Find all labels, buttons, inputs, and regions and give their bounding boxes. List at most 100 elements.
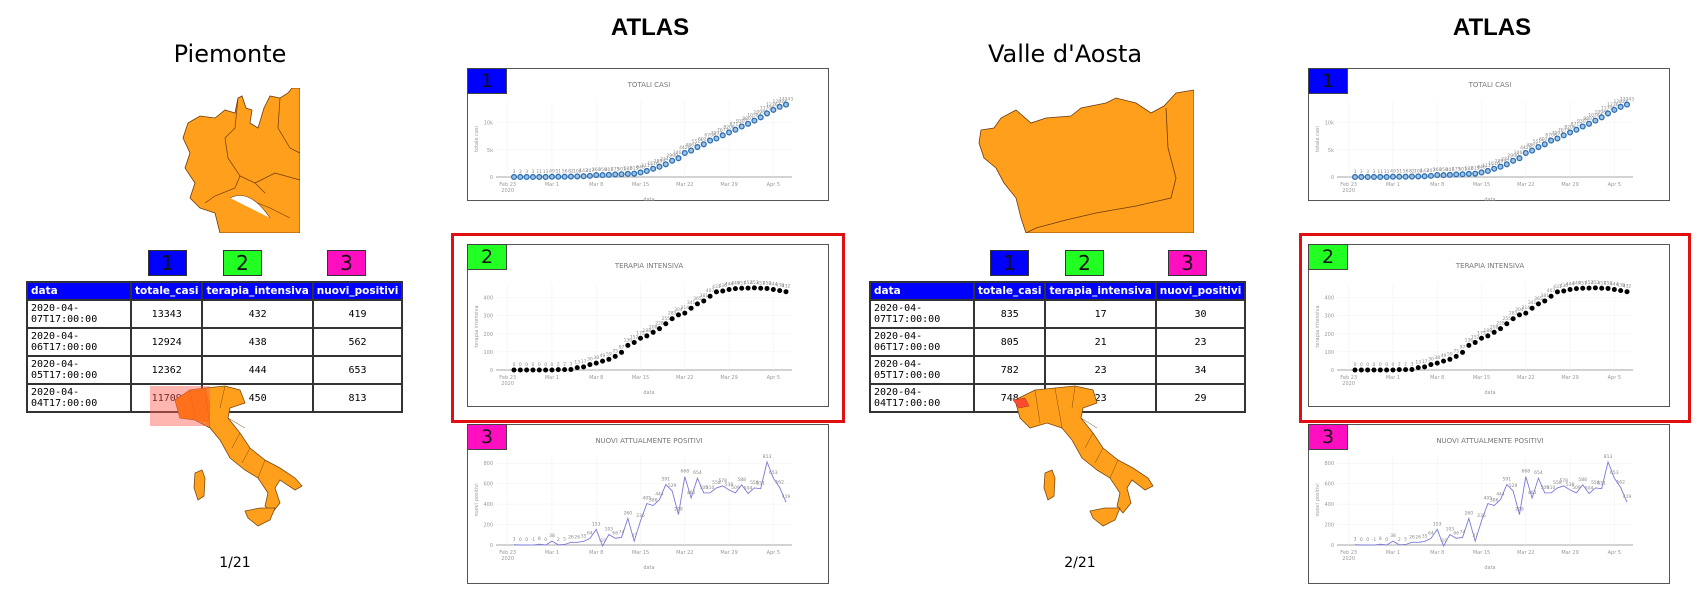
cell-nuovi: 30: [1154, 299, 1247, 329]
svg-text:51: 51: [555, 169, 561, 175]
svg-text:200: 200: [1324, 332, 1334, 338]
svg-text:236: 236: [1477, 513, 1486, 519]
svg-text:444: 444: [1496, 492, 1505, 498]
svg-text:2020: 2020: [501, 556, 514, 562]
svg-text:3: 3: [532, 169, 535, 175]
svg-text:Mar 15: Mar 15: [632, 550, 649, 556]
svg-text:381: 381: [1540, 293, 1549, 299]
svg-text:475: 475: [1452, 166, 1461, 172]
svg-text:436: 436: [1559, 283, 1568, 289]
cell-date: 2020-04-05T17:00:00: [869, 355, 975, 385]
svg-text:8206: 8206: [1564, 124, 1576, 130]
chart-panel-nuovi-positivi: NUOVI ATTUALMENTE POSITIVI 0 200 400 600 800 F…: [1308, 424, 1670, 584]
chart-panel-totali-casi: TOTALI CASI 0 5k 10k Feb 23 2020 Mar 1 Mar 8 Mar…: [467, 68, 829, 202]
svg-text:Mar 15: Mar 15: [1473, 375, 1490, 381]
svg-text:Feb 23: Feb 23: [1340, 550, 1357, 556]
svg-text:data: data: [643, 197, 654, 202]
svg-text:5k: 5k: [1328, 148, 1334, 154]
svg-text:450: 450: [1604, 280, 1613, 286]
badge-totali: 1: [148, 250, 187, 276]
svg-text:582: 582: [624, 166, 633, 172]
svg-text:360: 360: [1433, 167, 1442, 173]
svg-text:12924: 12924: [773, 99, 787, 105]
table-row: 2020-04-05T17:00:00 782 23 34: [869, 355, 1247, 385]
svg-text:538: 538: [1566, 482, 1575, 488]
svg-text:49: 49: [1441, 353, 1447, 359]
svg-text:terapia intensiva: terapia intensiva: [1315, 305, 1321, 347]
svg-text:432: 432: [1623, 284, 1632, 290]
svg-text:13: 13: [1415, 360, 1421, 366]
svg-text:Mar 22: Mar 22: [676, 375, 693, 381]
svg-text:175: 175: [1477, 330, 1486, 336]
svg-text:436: 436: [718, 283, 727, 289]
svg-text:615: 615: [630, 166, 639, 172]
svg-text:813: 813: [763, 454, 772, 460]
svg-text:5: 5: [563, 536, 566, 542]
svg-text:2020: 2020: [1342, 188, 1355, 194]
svg-text:totale casi: totale casi: [1315, 126, 1321, 152]
svg-text:56: 56: [1403, 169, 1409, 175]
cell-terapia: 432: [201, 299, 314, 329]
svg-text:431: 431: [712, 284, 721, 290]
cell-totale-casi: 782: [972, 355, 1047, 385]
svg-text:9301: 9301: [1577, 119, 1589, 125]
svg-text:74: 74: [619, 529, 625, 535]
svg-text:450: 450: [763, 280, 772, 286]
svg-text:8: 8: [538, 536, 541, 542]
chart-badge-1: 1: [1308, 68, 1348, 94]
svg-text:0: 0: [551, 362, 554, 368]
svg-text:30: 30: [587, 357, 593, 363]
svg-text:840: 840: [1477, 164, 1486, 170]
svg-text:10384: 10384: [1588, 113, 1602, 119]
svg-text:405: 405: [1484, 496, 1493, 502]
svg-text:0: 0: [544, 362, 547, 368]
svg-text:350: 350: [598, 167, 607, 173]
svg-text:0: 0: [1366, 362, 1369, 368]
svg-text:6708: 6708: [1545, 133, 1557, 139]
svg-text:Apr 5: Apr 5: [1608, 182, 1621, 188]
svg-text:0: 0: [1373, 362, 1376, 368]
svg-text:3: 3: [525, 169, 528, 175]
svg-text:11: 11: [1377, 169, 1383, 175]
svg-text:400: 400: [1324, 502, 1334, 508]
svg-text:3: 3: [1360, 169, 1363, 175]
highlight-box: [451, 233, 845, 423]
cell-nuovi: 419: [311, 299, 404, 329]
svg-text:509: 509: [1540, 485, 1549, 491]
svg-text:419: 419: [782, 494, 791, 500]
svg-text:0: 0: [490, 543, 493, 549]
svg-text:509: 509: [731, 485, 740, 491]
svg-text:data: data: [1484, 197, 1495, 202]
svg-text:0: 0: [1385, 537, 1388, 543]
svg-text:381: 381: [699, 293, 708, 299]
italy-overview-map: [1012, 385, 1154, 527]
svg-text:449: 449: [1572, 281, 1581, 287]
chart-badge-1: 1: [467, 68, 507, 94]
svg-text:5515: 5515: [1533, 139, 1545, 145]
chart-panel-terapia-intensiva: TERAPIA INTENSIVA 0 100 200 300 400 Feb 23 2020…: [1308, 244, 1670, 407]
table-row: 2020-04-07T17:00:00 835 17 30: [869, 299, 1247, 329]
svg-text:654: 654: [1534, 470, 1543, 476]
cell-date: 2020-04-07T17:00:00: [869, 299, 975, 329]
svg-text:1111: 1111: [1482, 163, 1494, 169]
svg-text:615: 615: [1471, 166, 1480, 172]
svg-text:1516: 1516: [1488, 161, 1500, 167]
svg-text:26: 26: [574, 534, 580, 540]
svg-text:653: 653: [1610, 470, 1619, 476]
svg-text:Mar 29: Mar 29: [720, 375, 737, 381]
svg-text:0: 0: [519, 537, 522, 543]
svg-text:0: 0: [513, 362, 516, 368]
svg-text:terapia intensiva: terapia intensiva: [474, 305, 480, 347]
svg-text:438: 438: [775, 283, 784, 289]
svg-text:-10: -10: [599, 538, 606, 544]
svg-text:591: 591: [1503, 477, 1512, 483]
svg-text:558: 558: [1553, 480, 1562, 486]
badge-totali: 1: [990, 250, 1029, 276]
svg-text:0: 0: [1331, 175, 1334, 181]
svg-text:Mar 8: Mar 8: [589, 550, 603, 556]
svg-text:Mar 29: Mar 29: [1561, 182, 1578, 188]
svg-text:Mar 29: Mar 29: [720, 550, 737, 556]
svg-text:200: 200: [483, 523, 493, 529]
